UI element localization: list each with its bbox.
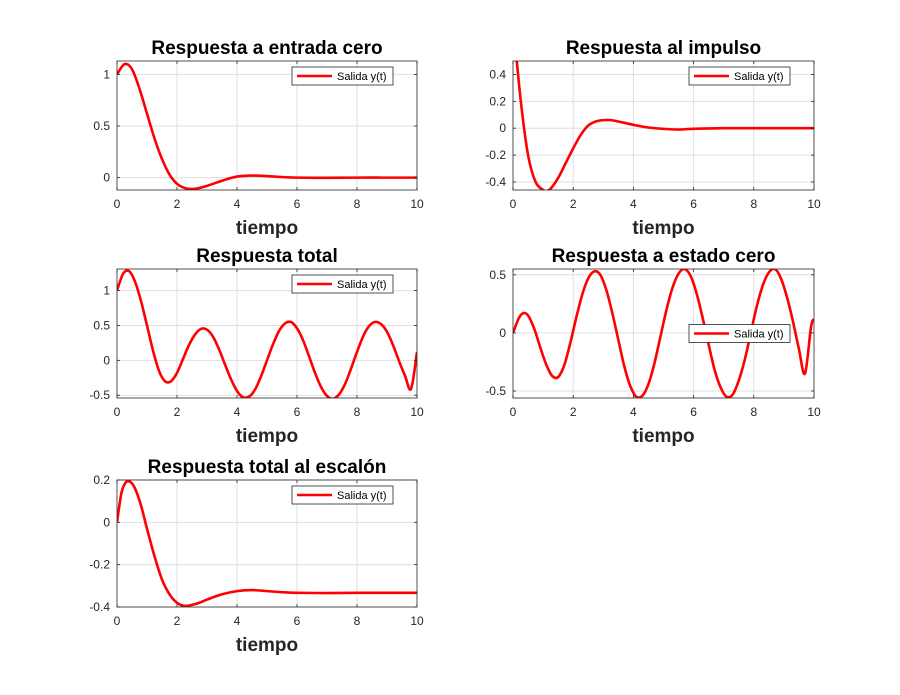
- y-tick-label: 0.5: [93, 318, 110, 332]
- y-tick-label: -0.2: [89, 558, 110, 572]
- x-tick-label: 10: [807, 197, 821, 211]
- legend-entry: Salida y(t): [337, 71, 387, 83]
- legend: Salida y(t): [688, 66, 791, 86]
- legend-box: [291, 485, 394, 505]
- x-tick-label: 0: [510, 197, 517, 211]
- axes-box: [116, 60, 418, 191]
- x-tick-label: 6: [294, 405, 301, 419]
- chart-title: Respuesta total al escalón: [148, 457, 387, 478]
- x-tick-label: 0: [114, 405, 121, 419]
- x-tick-label: 4: [630, 405, 637, 419]
- subplot-3: 0 2 4 6 8 10 -0.5 0 0.5 1 Respuesta total tiempo Sal…: [89, 246, 424, 447]
- legend-box: [688, 66, 791, 86]
- series-line: [117, 269, 417, 398]
- y-tick-label: -0.4: [485, 175, 506, 189]
- chart-title: Respuesta al impulso: [566, 38, 761, 59]
- y-tick-label: 0: [103, 353, 110, 367]
- x-tick-label: 8: [750, 405, 757, 419]
- x-tick-label: 8: [354, 405, 361, 419]
- x-axis-label: tiempo: [236, 635, 298, 656]
- chart-title: Respuesta a entrada cero: [151, 38, 382, 59]
- y-tick-label: 0.4: [489, 67, 506, 81]
- chart-title: Respuesta a estado cero: [552, 246, 776, 267]
- x-axis-label: tiempo: [236, 218, 298, 239]
- x-tick-label: 4: [630, 197, 637, 211]
- x-tick-label: 10: [410, 614, 424, 628]
- axes-box: [512, 268, 815, 399]
- legend-entry: Salida y(t): [734, 329, 784, 341]
- y-tick-label: 0: [103, 515, 110, 529]
- legend: Salida y(t): [291, 274, 394, 294]
- y-tick-label: 1: [103, 67, 110, 81]
- x-tick-label: 4: [234, 197, 241, 211]
- x-tick-label: 0: [114, 197, 121, 211]
- x-tick-label: 4: [234, 614, 241, 628]
- subplot-2: 0 2 4 6 8 10 -0.4 -0.2 0 0.2 0.4 Respuesta al impul…: [485, 38, 821, 239]
- legend: Salida y(t): [291, 485, 394, 505]
- legend: Salida y(t): [291, 66, 394, 86]
- y-tick-label: 0.2: [489, 94, 506, 108]
- x-axis-label: tiempo: [236, 426, 298, 447]
- series-line: [117, 480, 417, 607]
- x-tick-label: 6: [690, 197, 697, 211]
- legend-box: [291, 66, 394, 86]
- y-tick-label: 0.5: [489, 268, 506, 282]
- series-line: [513, 269, 814, 398]
- x-tick-label: 2: [174, 197, 181, 211]
- x-tick-label: 10: [410, 405, 424, 419]
- y-tick-label: -0.5: [89, 388, 110, 402]
- y-tick-label: 0.5: [93, 119, 110, 133]
- x-tick-label: 4: [234, 405, 241, 419]
- y-tick-label: 0.2: [93, 473, 110, 487]
- x-tick-label: 2: [174, 405, 181, 419]
- x-tick-label: 8: [750, 197, 757, 211]
- legend-box: [688, 324, 791, 343]
- subplot-4: 0 2 4 6 8 10 -0.5 0 0.5 Respuesta a estado cero ti…: [485, 246, 821, 447]
- x-tick-label: 8: [354, 614, 361, 628]
- axes-box: [116, 268, 418, 399]
- x-tick-label: 6: [690, 405, 697, 419]
- x-tick-label: 6: [294, 614, 301, 628]
- series-line: [117, 62, 417, 190]
- y-tick-label: -0.2: [485, 148, 506, 162]
- y-tick-label: -0.5: [485, 384, 506, 398]
- y-tick-label: 0: [103, 171, 110, 185]
- axes-box: [512, 60, 815, 191]
- x-axis-label: tiempo: [632, 426, 694, 447]
- x-tick-label: 10: [410, 197, 424, 211]
- chart-title: Respuesta total: [196, 246, 337, 267]
- x-axis-label: tiempo: [632, 218, 694, 239]
- y-tick-label: 0: [499, 121, 506, 135]
- x-tick-label: 6: [294, 197, 301, 211]
- x-tick-label: 0: [114, 614, 121, 628]
- legend-box: [291, 274, 394, 294]
- y-tick-label: 1: [103, 284, 110, 298]
- legend-entry: Salida y(t): [734, 71, 784, 83]
- axes-box: [116, 479, 418, 608]
- y-tick-label: 0: [499, 326, 506, 340]
- x-tick-label: 10: [807, 405, 821, 419]
- legend-entry: Salida y(t): [337, 279, 387, 291]
- x-tick-label: 0: [510, 405, 517, 419]
- subplot-5: 0 2 4 6 8 10 -0.4 -0.2 0 0.2 Respuesta total al es…: [89, 457, 424, 656]
- subplot-1: 0 2 4 6 8 10 0 0.5 1 Respuesta a entrada cero tiem…: [93, 38, 424, 239]
- x-tick-label: 8: [354, 197, 361, 211]
- x-tick-label: 2: [570, 405, 577, 419]
- legend-entry: Salida y(t): [337, 490, 387, 502]
- legend: Salida y(t): [688, 324, 791, 343]
- x-tick-label: 2: [174, 614, 181, 628]
- x-tick-label: 2: [570, 197, 577, 211]
- y-tick-label: -0.4: [89, 600, 110, 614]
